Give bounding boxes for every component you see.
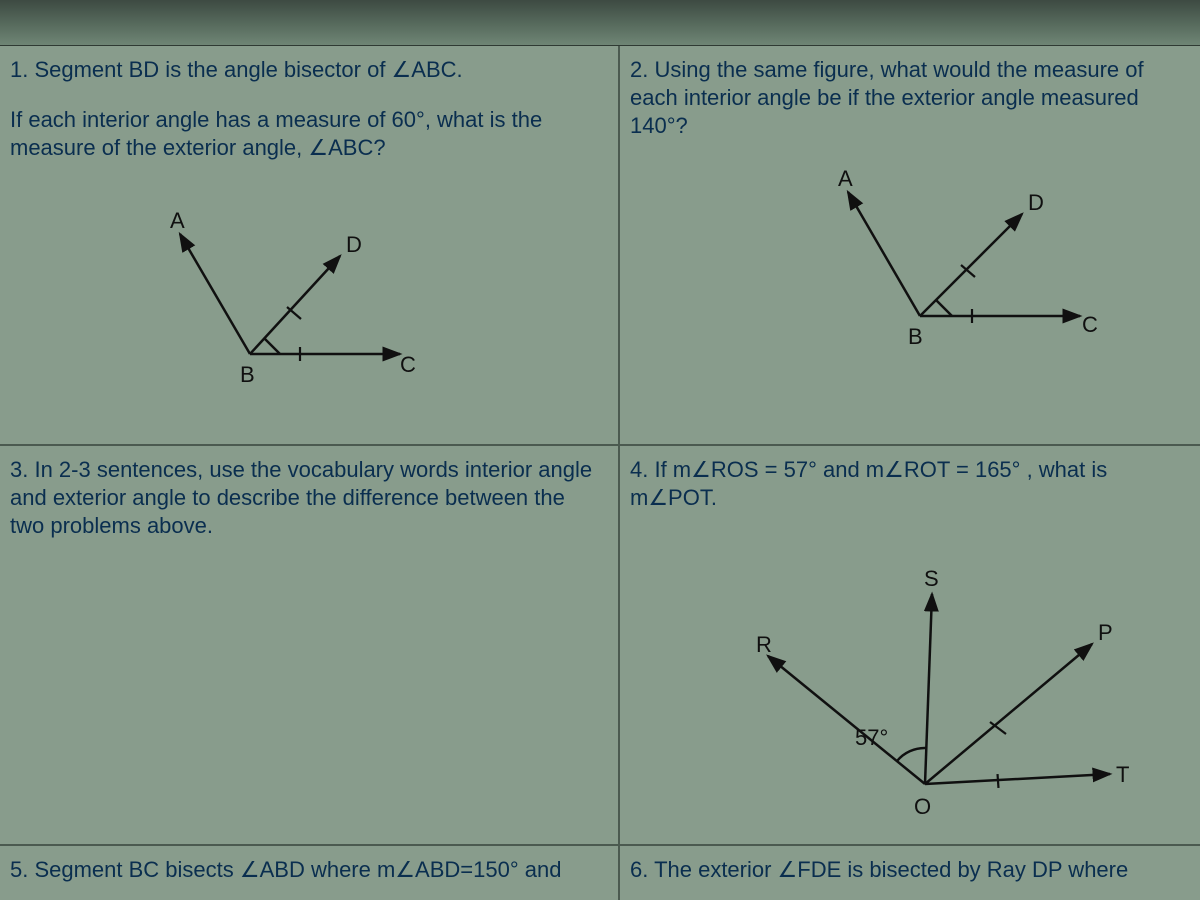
q4-label-R: R [756, 632, 772, 657]
q4-diagram: 57° R S P T O [700, 536, 1140, 841]
cell-q5: 5. Segment BC bisects ∠ABD where m∠ABD=1… [0, 846, 620, 900]
worksheet: 1. Segment BD is the angle bisector of ∠… [0, 46, 1200, 900]
q2-label-A: A [838, 166, 853, 191]
q4-label-S: S [924, 566, 939, 591]
q2-label-C: C [1082, 312, 1098, 337]
q1-diagram: A D B C [130, 194, 430, 409]
q3-text: 3. In 2-3 sentences, use the vocabulary … [10, 456, 604, 540]
q1-label-D: D [346, 232, 362, 257]
cell-q4: 4. If m∠ROS = 57° and m∠ROT = 165° , wha… [620, 446, 1200, 846]
q2-label-D: D [1028, 190, 1044, 215]
q2-label-B: B [908, 324, 923, 349]
q2-diagram: A D B C [790, 156, 1120, 371]
q4-label-T: T [1116, 762, 1129, 787]
q4-text: 4. If m∠ROS = 57° and m∠ROT = 165° , wha… [630, 456, 1186, 512]
q2-text: 2. Using the same figure, what would the… [630, 56, 1186, 140]
q1-label-C: C [400, 352, 416, 377]
header-shadow [0, 0, 1200, 46]
cell-q3: 3. In 2-3 sentences, use the vocabulary … [0, 446, 620, 846]
q6-text: 6. The exterior ∠FDE is bisected by Ray … [630, 856, 1186, 884]
q4-label-O: O [914, 794, 931, 819]
cell-q2: 2. Using the same figure, what would the… [620, 46, 1200, 446]
q1-line1: 1. Segment BD is the angle bisector of ∠… [10, 56, 604, 84]
cell-q6: 6. The exterior ∠FDE is bisected by Ray … [620, 846, 1200, 900]
q4-label-P: P [1098, 620, 1113, 645]
cell-q1: 1. Segment BD is the angle bisector of ∠… [0, 46, 620, 446]
q5-text: 5. Segment BC bisects ∠ABD where m∠ABD=1… [10, 856, 604, 884]
q4-angle-label: 57° [855, 725, 888, 750]
q1-line2: If each interior angle has a measure of … [10, 106, 604, 162]
q1-label-A: A [170, 208, 185, 233]
q1-label-B: B [240, 362, 255, 387]
